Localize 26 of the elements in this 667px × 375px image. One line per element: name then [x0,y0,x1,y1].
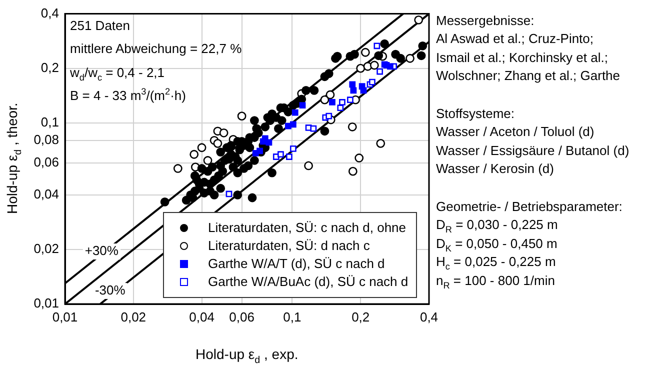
annotation: -30% [94,282,126,298]
legend-label: Literaturdaten, SÜ: d nach c [208,237,370,255]
legend-label: Garthe W/A/BuAc (d), SÜ c nach d [208,273,408,291]
x-tick-label: 0,02 [120,309,146,324]
x-tick-label: 0,06 [229,309,254,324]
y-tick-label: 0,08 [34,132,59,147]
x-tick-label: 0,4 [420,309,438,324]
text: Messergebnisse: Al Aswad et al.; Cruz-Pinto; Ismail et al.; Korchinsky et al.; Wolschner; Zhang et al.; Garthe [436,12,622,86]
text: Geometrie- / Betriebsparameter: D$_{R}$ = 0,030 - 0,225 m D$_{K}$ = 0,050 - 0,450 m H$_{c}$ = 0,025 - 0,225 m n$_{R}$ = 100 - 800 1/min [436,198,622,290]
x-tick-label: 0,1 [283,309,302,324]
annotation: +30% [84,243,119,258]
y-tick-label: 0,02 [34,241,59,256]
x-axis-title: Hold-up ε$_{d}$ , exp. [196,345,298,366]
y-tick-label: 0,04 [34,186,59,202]
legend-label: Garthe W/A/T (d), SÜ c nach d [208,255,385,273]
y-tick-label: 0,2 [40,60,59,75]
y-tick-label: 0,01 [34,296,59,311]
legend-label: Literaturdaten, SÜ: c nach d, ohne [208,219,406,237]
x-tick-label: 0,04 [189,309,214,324]
text: 251 Daten mittlere Abweichung = 22,7 % w$_{d}$/w$_{c}$ = 0,4 - 2,1 B = 4 - 33 m$^{3}$/(m$^{2}$·h) [70,18,242,104]
y-tick-label: 0,1 [40,114,59,130]
x-tick-label: 0,2 [352,309,370,324]
y-tick-label: 0,06 [34,154,59,170]
x-tick-label: 0,01 [52,309,78,324]
text: Stoffsysteme: Wasser / Aceton / Toluol (d) Wasser / Essigsäure / Butanol (d) Wasser / Kerosin (d) [436,104,630,178]
y-tick-label: 0,4 [40,5,59,20]
